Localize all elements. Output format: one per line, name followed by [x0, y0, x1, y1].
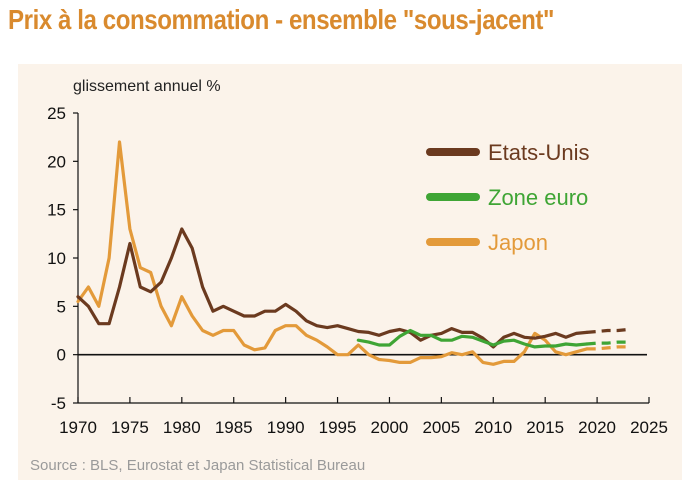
series-forecast-japon [586, 345, 629, 351]
source-note: Source : BLS, Eurostat et Japan Statisti… [30, 457, 366, 474]
x-tick-label: 2025 [630, 418, 668, 437]
series-forecast-zone-euro [586, 340, 629, 346]
y-axis-label: glissement annuel % [73, 78, 221, 95]
y-tick-label: 20 [47, 152, 66, 171]
y-tick-label: 0 [57, 346, 66, 365]
y-tick-label: 10 [47, 249, 66, 268]
chart-panel: glissement annuel % -5 0 5 10 15 20 25 1970 1975… [18, 64, 682, 480]
x-tick-label: 1975 [111, 418, 149, 437]
legend-label: Etats-Unis [488, 140, 589, 165]
series-line-etats-unis [76, 227, 589, 349]
x-tick-label: 1980 [163, 418, 201, 437]
series-forecast-etats-unis [586, 327, 629, 334]
x-tick-label: 2020 [578, 418, 616, 437]
x-tick-label: 2010 [474, 418, 512, 437]
y-tick-label: -5 [51, 394, 66, 413]
x-tick-label: 2015 [526, 418, 564, 437]
x-tick-label: 1995 [319, 418, 357, 437]
y-tick-label: 25 [47, 104, 66, 123]
series-line-japon [76, 140, 589, 366]
legend-label: Japon [488, 230, 548, 255]
x-tick-label: 1985 [215, 418, 253, 437]
x-tick-label: 2000 [371, 418, 409, 437]
y-tick-label: 5 [57, 297, 66, 316]
chart-title: Prix à la consommation - ensemble "sous-… [8, 4, 554, 35]
series-line-zone-euro [356, 328, 589, 349]
x-tick-label: 1990 [267, 418, 305, 437]
x-tick-label: 1970 [59, 418, 97, 437]
legend-label: Zone euro [488, 185, 588, 210]
x-tick-label: 2005 [422, 418, 460, 437]
y-tick-label: 15 [47, 201, 66, 220]
